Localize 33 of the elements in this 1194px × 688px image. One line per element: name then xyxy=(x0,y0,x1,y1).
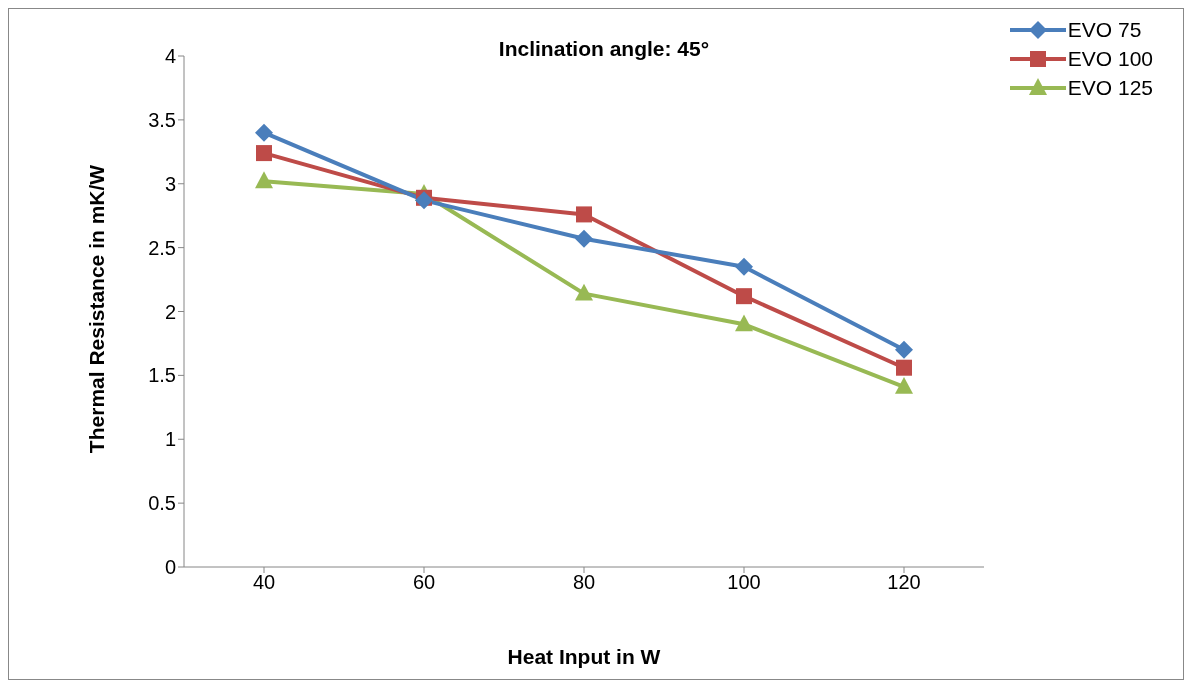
point xyxy=(575,283,593,301)
y-tick-label: 2.5 xyxy=(148,236,176,259)
y-tick-label: 3 xyxy=(164,172,176,195)
point xyxy=(735,257,753,276)
x-tick-label: 40 xyxy=(252,571,276,594)
y-tick-label: 0.5 xyxy=(148,492,176,515)
point xyxy=(255,171,273,189)
point xyxy=(256,145,272,162)
point xyxy=(575,229,593,248)
legend-label: EVO 125 xyxy=(1067,75,1153,100)
point xyxy=(415,191,433,210)
x-tick-label: 120 xyxy=(887,571,921,594)
point xyxy=(736,288,752,305)
point xyxy=(896,359,912,376)
x-axis-title: Heat Input in W xyxy=(506,645,662,669)
x-tick-label: 60 xyxy=(412,571,436,594)
y-tick-label: 0 xyxy=(164,556,176,579)
y-tick-label: 1.5 xyxy=(148,364,176,387)
chart-title: Inclination angle: 45° xyxy=(498,37,710,60)
point xyxy=(895,376,913,394)
x-tick-label: 80 xyxy=(572,571,596,594)
legend-label: EVO 75 xyxy=(1067,17,1142,42)
legend-label: EVO 100 xyxy=(1067,46,1153,71)
point xyxy=(735,314,753,332)
x-tick-label: 100 xyxy=(727,571,761,594)
y-tick-label: 1 xyxy=(164,428,176,451)
y-tick-label: 4 xyxy=(164,45,176,68)
point xyxy=(576,206,592,223)
point xyxy=(895,340,913,359)
point xyxy=(255,123,273,142)
y-tick-label: 3.5 xyxy=(148,108,176,131)
y-tick-label: 2 xyxy=(164,300,176,323)
y-axis-title: Thermal Resistance in mK/W xyxy=(85,164,109,454)
